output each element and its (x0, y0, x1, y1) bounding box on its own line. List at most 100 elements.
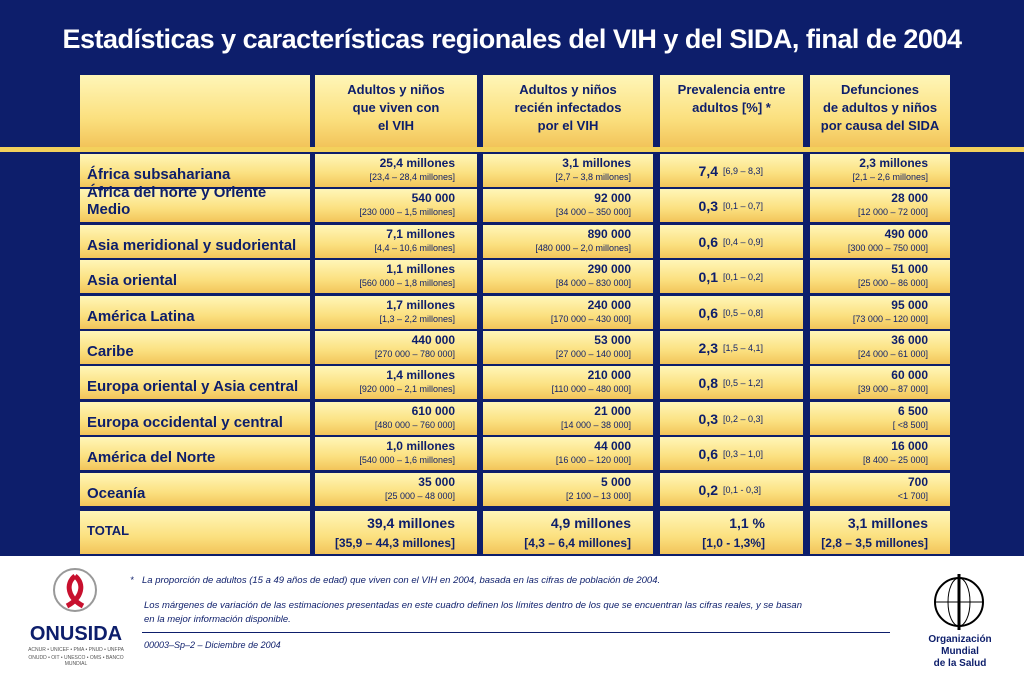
range: [300 000 – 750 000] (847, 243, 928, 253)
value-cell: 3,1 millones [2,7 – 3,8 millones] (483, 154, 653, 187)
value-cell: 28 000 [12 000 – 72 000] (810, 189, 950, 222)
header-line: adultos [%] * (692, 100, 771, 115)
footnote-mark: * (130, 575, 134, 586)
region: TOTAL (80, 511, 310, 554)
range: [2,8 – 3,5 millones] (821, 536, 928, 550)
value: 3,1 millones (847, 515, 928, 531)
range: [14 000 – 38 000] (560, 420, 631, 430)
range: [25 000 – 86 000] (857, 278, 928, 288)
range: [6,9 – 8,3] (723, 165, 764, 176)
value: 2,3 millones (859, 156, 928, 170)
header-line: por el VIH (537, 118, 599, 133)
value: 440 000 (411, 333, 455, 347)
onusida-emblem (53, 568, 97, 612)
value: 4,9 millones (550, 515, 631, 531)
value: 35 000 (418, 475, 455, 489)
who-name: Organización Mundial de la Salud (910, 634, 1010, 670)
value-cell: 1,0 millones [540 000 – 1,6 millones] (315, 437, 477, 470)
header-line: Adultos y niños (519, 82, 617, 97)
value: 51 000 (891, 262, 928, 276)
members: ACNUR • UNICEF • PMA • PNUD • UNFPA (28, 647, 124, 653)
range: [25 000 – 48 000] (384, 491, 455, 501)
range: [4,3 – 6,4 millones] (524, 536, 631, 550)
range: [27 000 – 140 000] (555, 349, 631, 359)
onusida: ONUSIDA (29, 623, 123, 645)
value: 39,4 millones (367, 515, 455, 531)
title: Estadísticas y características regionale… (62, 24, 962, 54)
value-cell: 36 000 [24 000 – 61 000] (810, 331, 950, 364)
value-cell: 700 <1 700] (810, 473, 950, 506)
value-cell: 210 000 [110 000 – 480 000] (483, 366, 653, 399)
value: 290 000 (587, 262, 631, 276)
value-cell: 2,3 millones [2,1 – 2,6 millones] (810, 154, 950, 187)
value: 3,1 millones (562, 156, 631, 170)
value: 1,7 millones (386, 298, 455, 312)
range: [110 000 – 480 000] (551, 384, 631, 394)
value-cell: 1,1 % [1,0 - 1,3%] (660, 511, 803, 554)
ribbon (65, 574, 85, 609)
value: 0,1 (698, 268, 718, 285)
range: [920 000 – 2,1 millones] (359, 384, 455, 394)
value-cell: 39,4 millones [35,9 – 44,3 millones] (315, 511, 477, 554)
prevalence-cell: 0,6 [0,5 – 0,8] (660, 296, 803, 329)
column-header: Adultos y niños recién infectados por el V… (483, 75, 653, 147)
value-cell: 92 000 [34 000 – 350 000] (483, 189, 653, 222)
region: América Latina (80, 296, 310, 329)
header-line: que viven con (352, 100, 440, 115)
range: [1,0 - 1,3%] (702, 536, 765, 550)
value-cell: 540 000 [230 000 – 1,5 millones] (315, 189, 477, 222)
range: [23,4 – 28,4 millones] (369, 172, 455, 182)
range: [39 000 – 87 000] (857, 384, 928, 394)
header-line: Adultos y niños (347, 82, 445, 97)
who-emblem (934, 574, 984, 630)
value: 60 000 (891, 368, 928, 382)
value-cell: 1,4 millones [920 000 – 2,1 millones] (315, 366, 477, 399)
value: 1,1 % (729, 515, 765, 531)
value: 210 000 (587, 368, 631, 382)
value: 0,8 (698, 374, 718, 391)
range: [0,1 – 0,7] (723, 200, 764, 211)
value: 16 000 (891, 439, 928, 453)
who-line: de la Salud (933, 658, 987, 669)
header-corner (80, 75, 310, 147)
value: 1,1 millones (386, 262, 455, 276)
header-line: el VIH (377, 118, 415, 133)
region: Europa occidental y central (80, 402, 310, 435)
range: [2 100 – 13 000] (565, 491, 631, 501)
value: 6 500 (897, 404, 928, 418)
value-cell: 4,9 millones [4,3 – 6,4 millones] (483, 511, 653, 554)
region: Europa oriental y Asia central (80, 366, 310, 399)
value: 95 000 (891, 298, 928, 312)
region: América del Norte (80, 437, 310, 470)
who-line: Mundial (941, 646, 979, 657)
value: 1,4 millones (386, 368, 455, 382)
value: 610 000 (411, 404, 455, 418)
range: [12 000 – 72 000] (857, 207, 928, 217)
region: Asia meridional y sudoriental (80, 225, 310, 258)
range: [0,5 – 0,8] (723, 307, 764, 318)
value: 890 000 (587, 227, 631, 241)
range: [34 000 – 350 000] (555, 207, 631, 217)
range: [270 000 – 780 000] (374, 349, 455, 359)
value: 7,1 millones (386, 227, 455, 241)
value: 28 000 (891, 191, 928, 205)
region: Caribe (80, 331, 310, 364)
value: 92 000 (594, 191, 631, 205)
value: 0,3 (698, 410, 718, 427)
range: <1 700] (897, 491, 928, 501)
footnote: La proporción de adultos (15 a 49 años d… (142, 575, 661, 586)
range: [1,5 – 4,1] (723, 342, 764, 353)
region: África subsahariana (80, 154, 310, 187)
value-cell: 5 000 [2 100 – 13 000] (483, 473, 653, 506)
value-cell: 35 000 [25 000 – 48 000] (315, 473, 477, 506)
value: 5 000 (600, 475, 631, 489)
value: 0,6 (698, 445, 718, 462)
value: 25,4 millones (379, 156, 455, 170)
prevalence-cell: 2,3 [1,5 – 4,1] (660, 331, 803, 364)
value-cell: 7,1 millones [4,4 – 10,6 millones] (315, 225, 477, 258)
range: [0,4 – 0,9] (723, 236, 764, 247)
range: [73 000 – 120 000] (852, 314, 928, 324)
value: 1,0 millones (386, 439, 455, 453)
value: 36 000 (891, 333, 928, 347)
value: 0,6 (698, 304, 718, 321)
